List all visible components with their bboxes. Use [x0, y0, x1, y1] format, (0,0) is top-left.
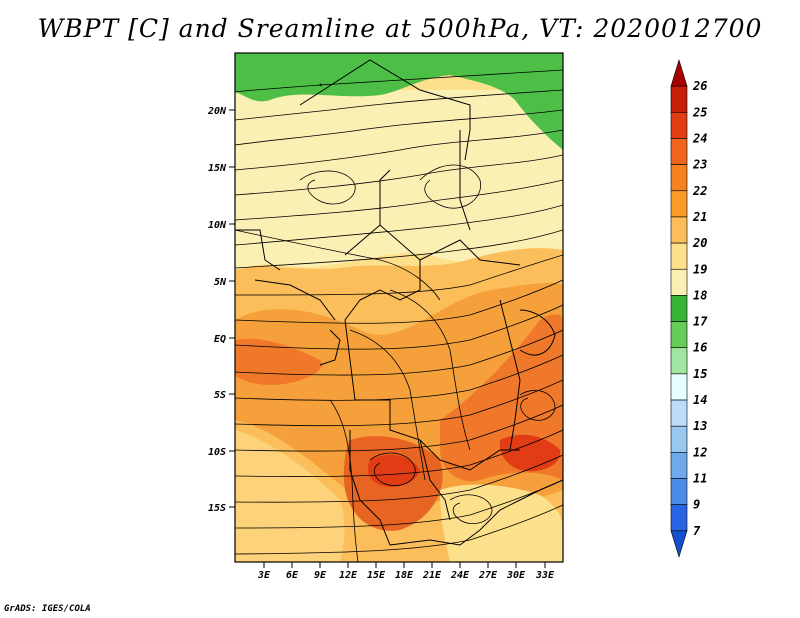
lon-tick-24e: 24E: [450, 562, 470, 581]
colorbar-segment: [670, 478, 688, 505]
field-24-zone: [499, 434, 561, 472]
lat-label-20n: 20N: [207, 106, 227, 117]
colorbar-segment: [670, 347, 688, 375]
lat-label-5n: 5N: [214, 277, 227, 288]
map-frame: [234, 52, 564, 563]
colorbar-label: 24: [692, 131, 707, 145]
colorbar-segment: [670, 242, 688, 270]
colorbar-label: 14: [693, 393, 707, 407]
colorbar-label: 21: [692, 210, 707, 224]
lon-label-6e: 6E: [286, 570, 299, 581]
colorbar-segment: [670, 295, 688, 322]
lat-tick-15n: 15N: [208, 163, 235, 174]
chart-title: WBPT [C] and Sreamline at 500hPa, VT: 20…: [37, 14, 763, 43]
lat-tick-10s: 10S: [208, 447, 235, 458]
colorbar-segment: [670, 216, 688, 244]
colorbar-label: 13: [693, 419, 707, 433]
lon-axis: 3E 6E 9E 12E 15E 18E 21E 24E 27E 30E 33E: [257, 562, 555, 581]
colorbar-segment: [670, 321, 688, 349]
country-borders: [235, 59, 563, 546]
lat-label-15s: 15S: [208, 503, 226, 514]
streamlines: [235, 69, 563, 562]
colorbar: 26 25 24 23 22 21 20 19 18 17 16 15 14 13 12 11 9 7: [670, 58, 708, 559]
lon-tick-27e: 27E: [478, 562, 498, 581]
colorbar-label: 19: [693, 262, 707, 276]
lon-tick-15e: 15E: [367, 562, 386, 581]
lat-tick-15s: 15S: [208, 503, 235, 514]
colorbar-segment: [670, 138, 688, 165]
lat-label-10s: 10S: [208, 447, 226, 458]
lon-tick-21e: 21E: [422, 562, 442, 581]
colorbar-label: 11: [693, 472, 707, 486]
lat-tick-10n: 10N: [208, 220, 235, 231]
colorbar-segment: [670, 399, 688, 427]
colorbar-label: 18: [693, 288, 707, 302]
colorbar-label: 26: [692, 79, 707, 93]
lon-tick-6e: 6E: [286, 562, 299, 581]
lat-label-15n: 15N: [208, 163, 227, 174]
field-23-zone: [235, 338, 322, 385]
colorbar-label: 12: [693, 445, 707, 459]
lon-label-33e: 33E: [535, 570, 555, 581]
colorbar-segment: [670, 112, 688, 139]
colorbar-segment: [670, 373, 688, 401]
lon-label-3e: 3E: [257, 570, 271, 581]
colorbar-segment: [670, 425, 688, 453]
colorbar-segment: [670, 504, 688, 532]
colorbar-label: 15: [693, 367, 707, 381]
lon-tick-18e: 18E: [395, 562, 414, 581]
lon-label-27e: 27E: [478, 570, 498, 581]
colorbar-segment: [670, 530, 688, 559]
lat-label-eq: EQ: [214, 334, 226, 345]
colorbar-label: 22: [692, 184, 707, 198]
lon-label-9e: 9E: [314, 570, 327, 581]
lon-label-24e: 24E: [450, 570, 470, 581]
lat-tick-5n: 5N: [214, 277, 235, 288]
colorbar-label: 17: [693, 315, 708, 329]
lat-label-10n: 10N: [208, 220, 227, 231]
lat-label-5s: 5S: [214, 390, 226, 401]
lon-tick-9e: 9E: [314, 562, 327, 581]
colorbar-segment: [670, 164, 688, 192]
lon-label-21e: 21E: [422, 570, 442, 581]
colorbar-segment: [670, 58, 688, 87]
colorbar-label: 16: [693, 341, 707, 355]
colorbar-label: 9: [693, 498, 700, 512]
colorbar-segment: [670, 85, 688, 113]
lon-label-30e: 30E: [506, 570, 526, 581]
field-24-zone-center: [367, 454, 420, 487]
lon-tick-3e: 3E: [257, 562, 271, 581]
field-20-zone-southeast: [440, 484, 563, 562]
field-17-zone: [235, 53, 563, 150]
lon-tick-33e: 33E: [535, 562, 555, 581]
colorbar-segment: [670, 268, 688, 296]
lon-tick-30e: 30E: [506, 562, 526, 581]
map-area: [235, 53, 563, 562]
colorbar-segment: [670, 452, 688, 479]
lat-tick-5s: 5S: [214, 390, 235, 401]
lon-tick-12e: 12E: [339, 562, 358, 581]
colorbar-label: 23: [692, 158, 707, 172]
field-20-zone-south: [235, 430, 345, 562]
lat-tick-eq: EQ: [214, 334, 235, 345]
colorbar-label: 25: [692, 105, 707, 119]
field-19-zone: [235, 90, 563, 270]
lon-label-18e: 18E: [395, 570, 414, 581]
lon-label-12e: 12E: [339, 570, 358, 581]
lat-tick-20n: 20N: [207, 106, 235, 117]
colorbar-segment: [670, 190, 688, 218]
colorbar-label: 7: [693, 524, 701, 538]
lon-label-15e: 15E: [367, 570, 386, 581]
lat-axis: 20N 15N 10N 5N EQ 5S 10S 15S: [207, 106, 235, 514]
colorbar-label: 20: [692, 236, 707, 250]
grads-credit: GrADS: IGES/COLA: [4, 604, 91, 614]
